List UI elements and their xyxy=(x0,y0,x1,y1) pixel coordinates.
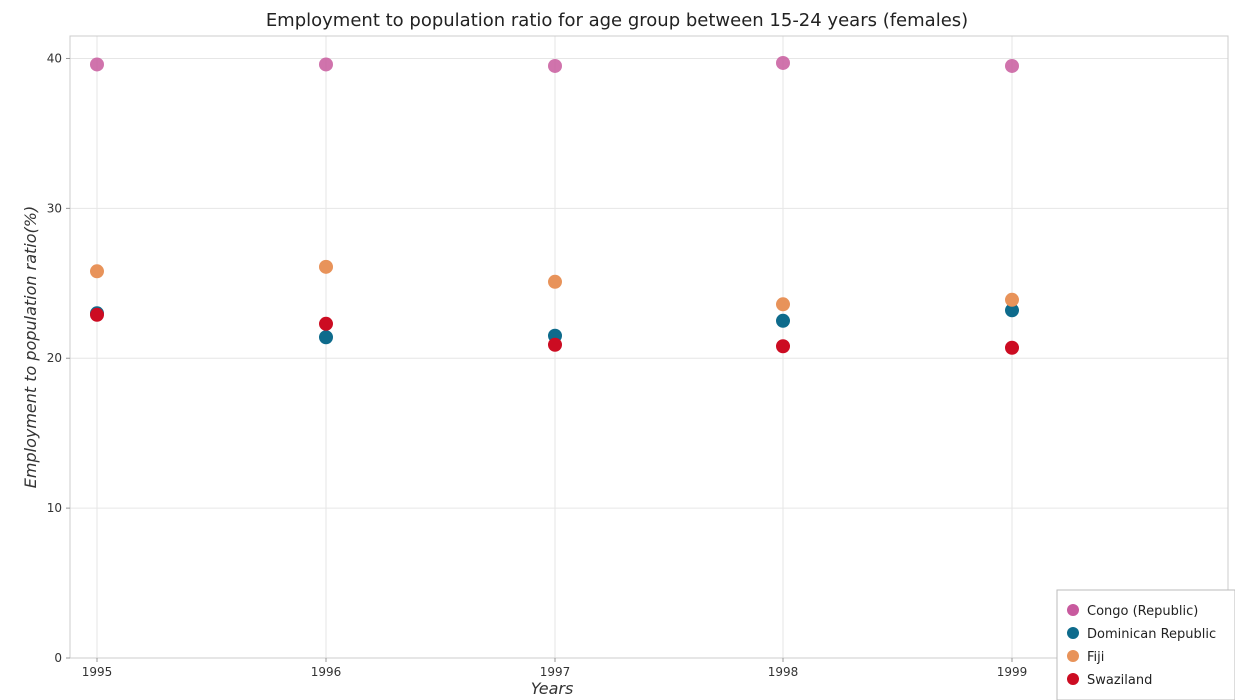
data-point xyxy=(548,337,562,352)
y-tick-label: 20 xyxy=(47,351,62,365)
x-tick-label: 1996 xyxy=(311,665,342,679)
legend-label: Swaziland xyxy=(1087,673,1152,688)
chart-title: Employment to population ratio for age g… xyxy=(266,10,968,31)
data-point xyxy=(90,264,104,279)
data-point xyxy=(1005,303,1019,318)
data-point xyxy=(1005,340,1019,355)
x-axis-label: Years xyxy=(531,679,574,698)
legend-marker xyxy=(1067,650,1079,662)
data-point xyxy=(319,330,333,345)
data-point xyxy=(90,57,104,72)
legend: Congo (Republic) Dominican Republic Fiji Sw… xyxy=(1056,589,1235,700)
x-tick-label: 1995 xyxy=(82,665,113,679)
y-axis-ticks: 0 10 20 30 40 xyxy=(47,51,70,665)
data-point xyxy=(319,316,333,331)
y-tick-label: 30 xyxy=(47,201,62,215)
data-point xyxy=(548,274,562,289)
data-point xyxy=(548,58,562,73)
legend-label: Congo (Republic) xyxy=(1087,604,1198,619)
legend-marker xyxy=(1067,627,1079,639)
data-point xyxy=(1005,58,1019,73)
grid xyxy=(70,36,1228,659)
data-point xyxy=(319,57,333,72)
y-tick-label: 0 xyxy=(54,651,62,665)
data-point xyxy=(776,339,790,354)
x-tick-label: 1997 xyxy=(540,665,571,679)
data-point xyxy=(776,55,790,70)
legend-label: Fiji xyxy=(1087,650,1104,665)
data-point xyxy=(776,313,790,328)
data-point xyxy=(90,307,104,322)
plot-frame xyxy=(69,35,1229,659)
y-tick-label: 10 xyxy=(47,501,62,515)
y-axis-label: Employment to population ratio(%) xyxy=(21,206,40,488)
data-point xyxy=(1005,292,1019,307)
x-tick-label: 1998 xyxy=(768,665,799,679)
data-point xyxy=(776,297,790,312)
legend-label: Dominican Republic xyxy=(1087,627,1216,642)
data-points xyxy=(90,55,1019,355)
data-point xyxy=(319,259,333,274)
legend-box xyxy=(1056,589,1235,700)
x-axis-ticks: 1995 1996 1997 1998 1999 xyxy=(82,658,1028,679)
legend-marker xyxy=(1067,673,1079,685)
legend-marker xyxy=(1067,604,1079,616)
x-tick-label: 1999 xyxy=(997,665,1028,679)
y-tick-label: 40 xyxy=(47,51,62,65)
